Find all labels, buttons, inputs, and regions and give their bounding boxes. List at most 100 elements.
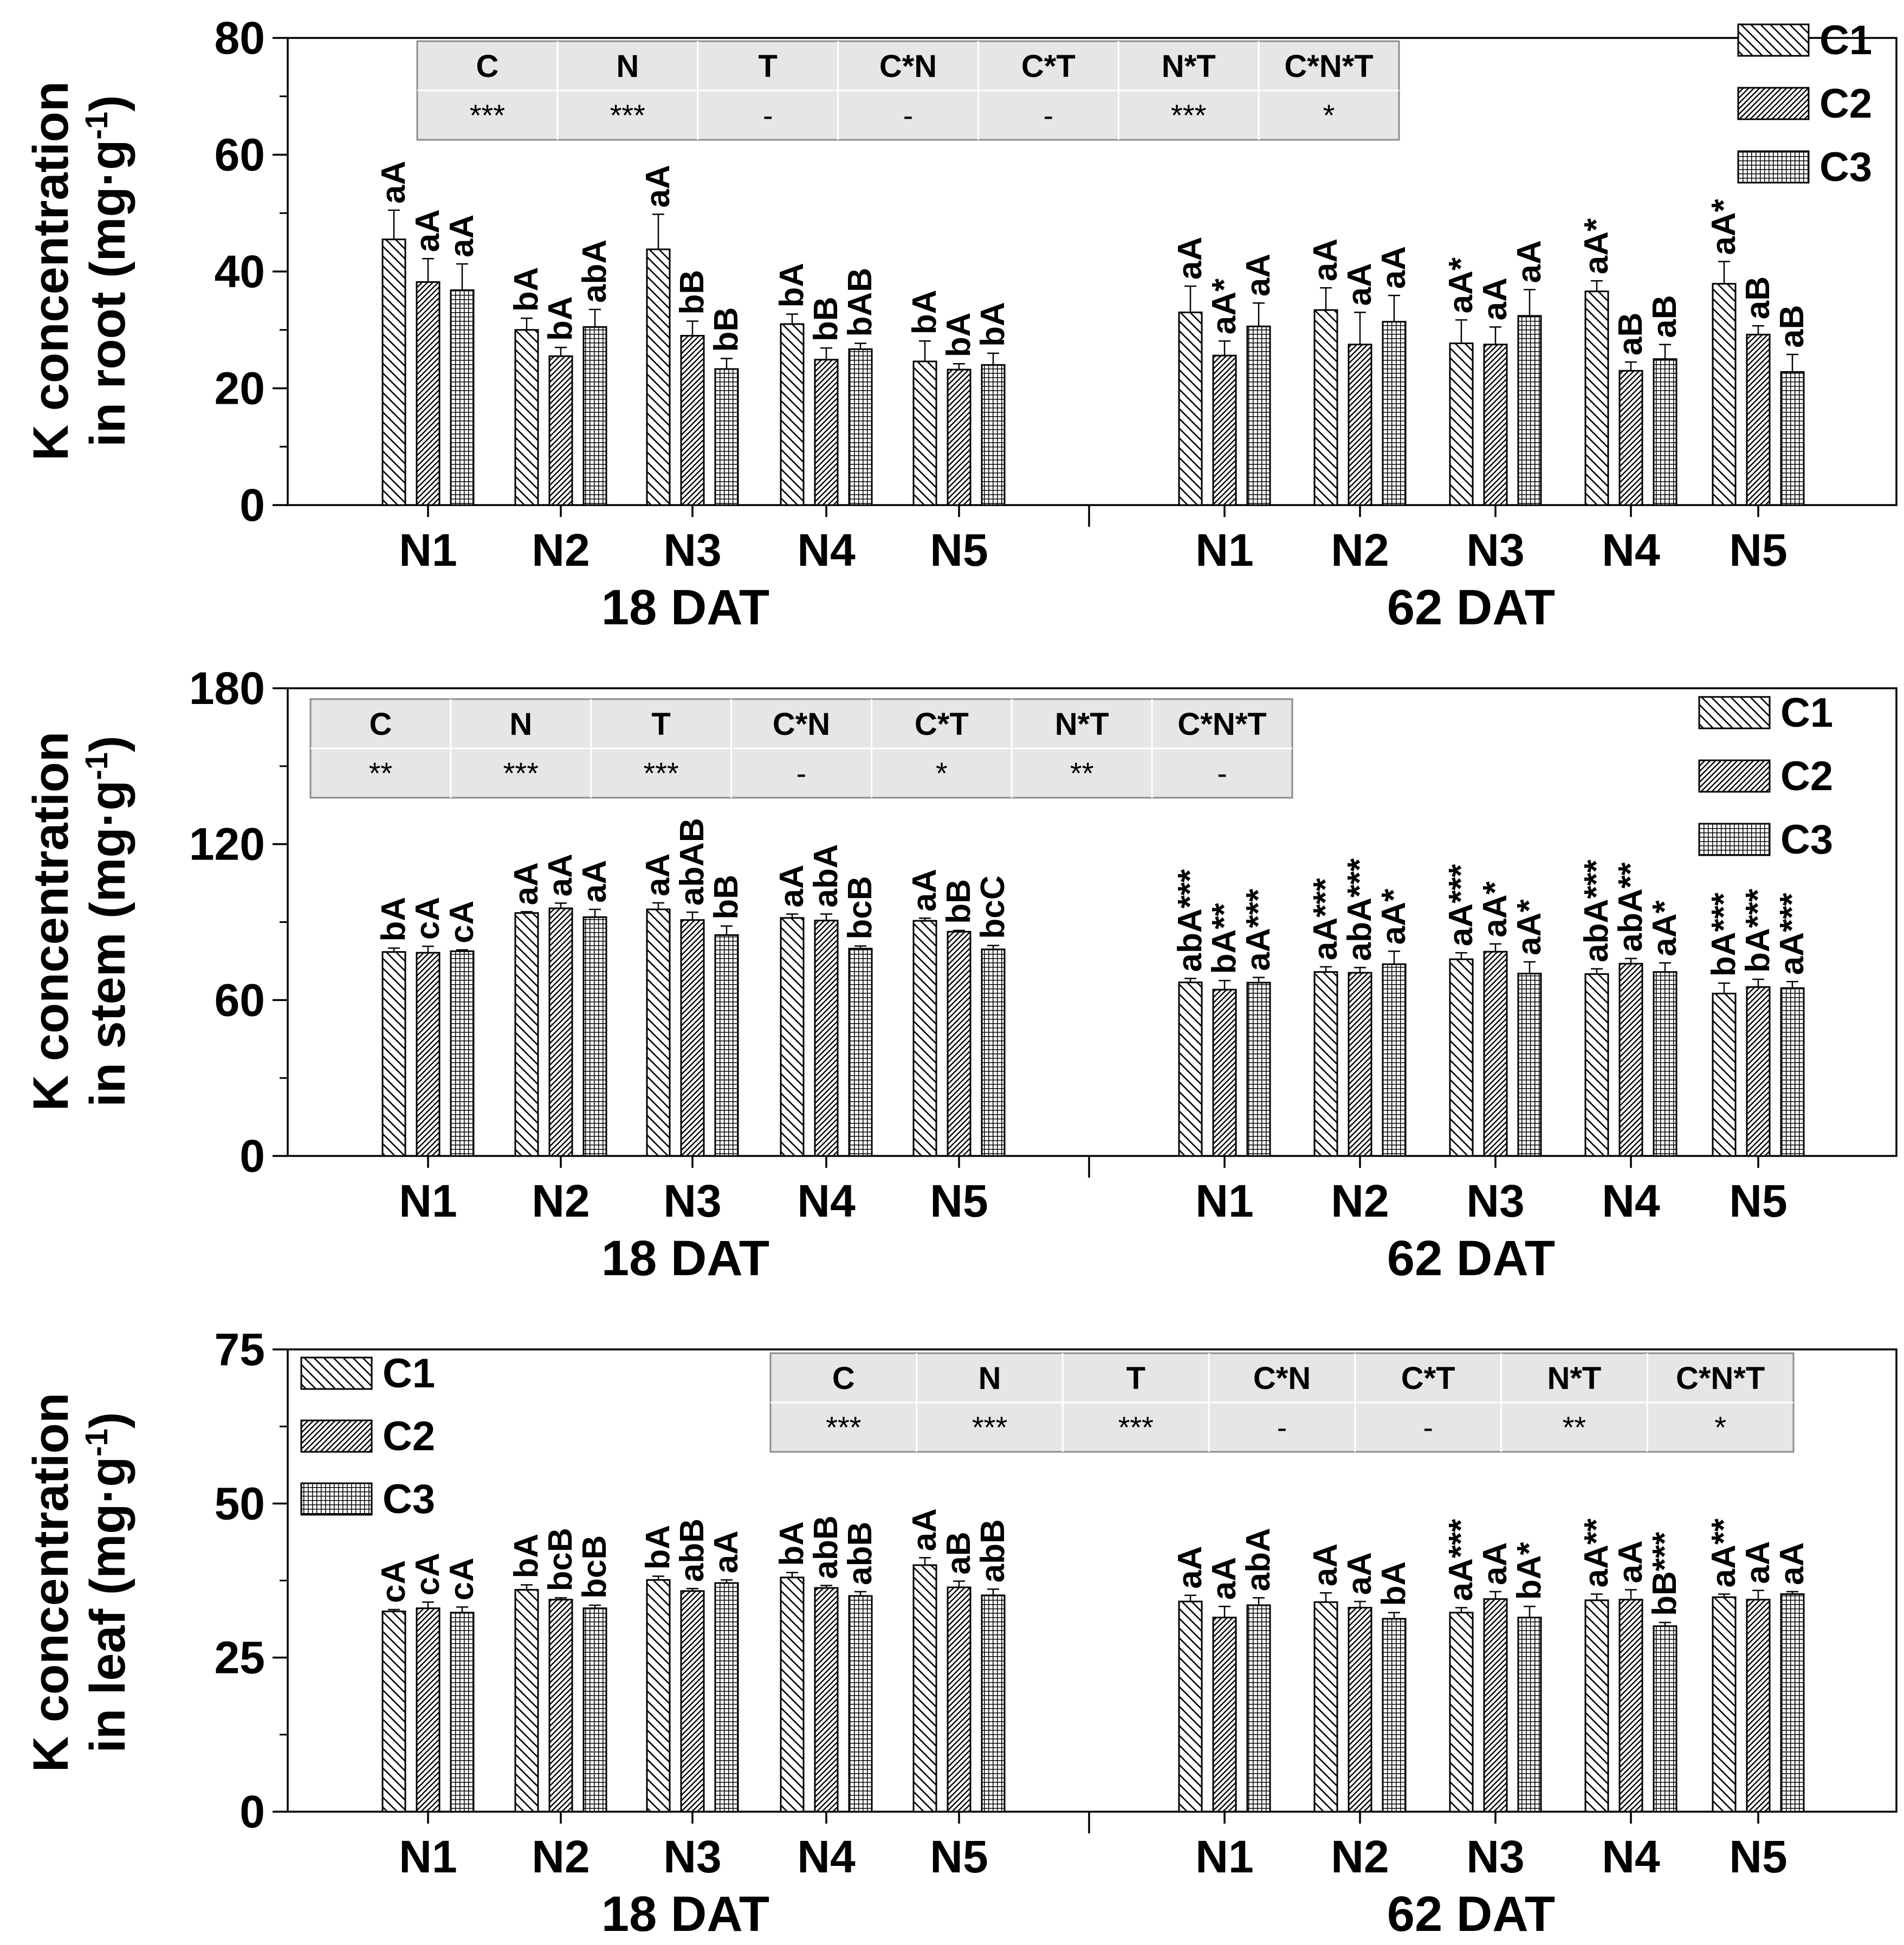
y-axis-title-sup: -1 bbox=[79, 752, 114, 780]
bar-significance-label: aA bbox=[576, 860, 613, 903]
bar-c2 bbox=[947, 1586, 972, 1813]
bar-c3 bbox=[450, 1612, 475, 1813]
bar-significance-label: aA* bbox=[1442, 257, 1480, 313]
y-axis-title-main: in leaf (mg·g bbox=[80, 1457, 135, 1753]
y-tick-label: 180 bbox=[189, 663, 265, 714]
bar-significance-label: aA*** bbox=[1442, 864, 1480, 947]
stats-table-value: ** bbox=[1563, 1410, 1586, 1444]
bar-significance-label: abB bbox=[974, 1519, 1012, 1582]
x-category-label: N5 bbox=[1729, 525, 1787, 576]
stats-table-value: *** bbox=[610, 98, 645, 132]
bar-c2 bbox=[814, 920, 839, 1157]
bar-significance-label: aA bbox=[1476, 277, 1514, 320]
bar-c1 bbox=[381, 1610, 406, 1813]
bar-significance-label: aA bbox=[542, 854, 579, 896]
bar-c2 bbox=[1348, 972, 1372, 1157]
bar-c1 bbox=[1584, 290, 1609, 506]
bar-c1 bbox=[646, 1579, 671, 1813]
stats-table-header: C*N bbox=[1253, 1361, 1311, 1396]
bar-significance-label: aA** bbox=[1705, 1518, 1743, 1587]
y-tick-label: 50 bbox=[215, 1478, 265, 1529]
legend-swatch-c1 bbox=[1737, 23, 1810, 57]
x-group-label: 18 DAT bbox=[601, 1231, 769, 1286]
bar-significance-label: aA bbox=[1612, 1540, 1649, 1583]
bar-c3 bbox=[714, 1582, 739, 1813]
legend-label: C3 bbox=[1819, 144, 1872, 190]
bar-c3 bbox=[582, 1607, 607, 1813]
bar-c1 bbox=[1313, 309, 1338, 506]
bar-c1 bbox=[646, 908, 671, 1157]
bar-significance-label: abA*** bbox=[1171, 869, 1209, 972]
x-group-label: 62 DAT bbox=[1387, 580, 1555, 635]
legend-swatch-c3 bbox=[1698, 823, 1771, 856]
bar-significance-label: aB bbox=[1612, 313, 1649, 356]
legend-swatch-c2 bbox=[300, 1419, 373, 1453]
x-category-label: N5 bbox=[930, 525, 988, 576]
x-category-label: N5 bbox=[1729, 1175, 1787, 1226]
stats-table-header: N bbox=[509, 707, 532, 742]
bar-significance-label: aA bbox=[1476, 1542, 1514, 1585]
bar-c1 bbox=[1449, 343, 1474, 506]
bar-significance-label: aA*** bbox=[1240, 888, 1277, 971]
stats-table-value: *** bbox=[643, 756, 678, 790]
bar-c2 bbox=[680, 335, 705, 506]
bar-significance-label: aA bbox=[1341, 263, 1378, 306]
bar-c2 bbox=[416, 952, 441, 1157]
bar-c2 bbox=[680, 1590, 705, 1813]
y-tick-label: 0 bbox=[239, 480, 265, 531]
stats-table-header: C bbox=[832, 1361, 855, 1396]
bar-c1 bbox=[381, 238, 406, 506]
bar-c3 bbox=[582, 916, 607, 1157]
bar-c3 bbox=[1517, 1617, 1542, 1813]
bar-c1 bbox=[1178, 1600, 1203, 1813]
stats-table-header: N*T bbox=[1547, 1361, 1601, 1396]
y-tick-label: 0 bbox=[239, 1786, 265, 1837]
y-axis-title-line2: in root (mg·g-1) bbox=[79, 95, 135, 447]
bar-significance-label: bcB bbox=[542, 1528, 579, 1591]
legend: C1 C2 C3 bbox=[1698, 690, 1833, 863]
y-axis-title-main: in stem (mg·g bbox=[80, 780, 135, 1107]
stats-table-value: ** bbox=[1070, 756, 1094, 790]
x-category-label: N4 bbox=[1602, 525, 1660, 576]
bar-significance-label: aB bbox=[940, 1532, 977, 1574]
bar-significance-label: abA*** bbox=[1341, 858, 1378, 961]
bar-significance-label: bAB bbox=[841, 268, 879, 337]
bar-significance-label: aA bbox=[1307, 238, 1344, 281]
y-tick-label: 80 bbox=[215, 12, 265, 63]
legend-label: C3 bbox=[1780, 817, 1833, 863]
bar-c3 bbox=[1246, 325, 1271, 506]
bar-c3 bbox=[1517, 315, 1542, 506]
bar-c2 bbox=[947, 369, 972, 506]
stats-table-value: - bbox=[796, 756, 807, 790]
legend-label: C2 bbox=[1819, 81, 1872, 127]
bar-significance-label: bA bbox=[773, 263, 811, 308]
x-category-label: N4 bbox=[1602, 1175, 1660, 1226]
y-tick-label: 40 bbox=[215, 246, 265, 297]
bar-significance-label: cA bbox=[443, 901, 481, 944]
bar-c2 bbox=[814, 1587, 839, 1813]
bar-significance-label: aB bbox=[1739, 276, 1777, 319]
bar-significance-label: bA bbox=[906, 290, 943, 335]
x-category-label: N3 bbox=[1466, 1175, 1524, 1226]
y-tick-label: 75 bbox=[215, 1324, 265, 1375]
x-group-label: 62 DAT bbox=[1387, 1886, 1555, 1942]
bar-c2 bbox=[1212, 1617, 1237, 1813]
x-category-label: N1 bbox=[1195, 525, 1253, 576]
x-category-label: N3 bbox=[1466, 525, 1524, 576]
bar-significance-label: bA bbox=[508, 1534, 545, 1579]
bar-c1 bbox=[646, 248, 671, 506]
bar-significance-label: aA bbox=[375, 161, 412, 204]
bar-significance-label: abB bbox=[673, 1518, 711, 1582]
legend-swatch-c1 bbox=[300, 1356, 373, 1390]
bar-c3 bbox=[450, 950, 475, 1157]
bar-significance-label: bB bbox=[708, 307, 745, 352]
bar-c1 bbox=[1178, 981, 1203, 1157]
bar-c2 bbox=[814, 359, 839, 506]
bar-significance-label: aA* bbox=[1206, 278, 1243, 334]
stats-table-value: ** bbox=[369, 756, 393, 790]
legend-label: C3 bbox=[383, 1476, 435, 1522]
y-tick-label: 120 bbox=[189, 819, 265, 870]
bar-c2 bbox=[680, 919, 705, 1157]
y-axis-title-line2: in stem (mg·g-1) bbox=[79, 735, 135, 1107]
